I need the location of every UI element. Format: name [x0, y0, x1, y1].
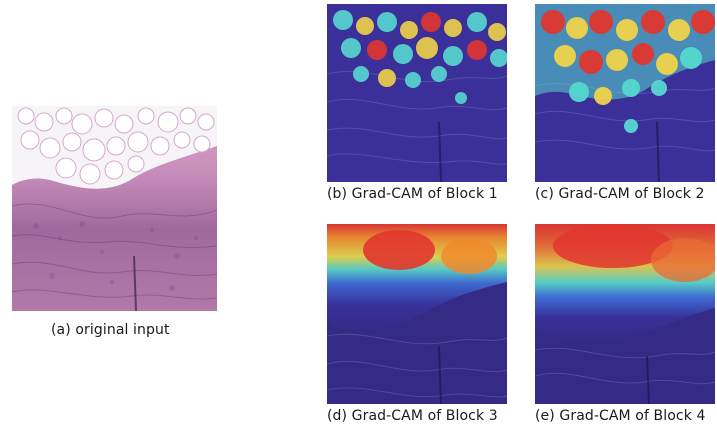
gradcam-block-4	[535, 224, 715, 404]
gradcam-block-1	[327, 4, 507, 182]
panel-block-1	[327, 4, 507, 182]
panel-block-2	[535, 4, 715, 182]
panel-original-input	[12, 106, 217, 311]
caption-e: (e) Grad-CAM of Block 4	[535, 408, 706, 424]
panel-block-3	[327, 224, 507, 404]
caption-d: (d) Grad-CAM of Block 3	[327, 408, 498, 424]
gradcam-block-2	[535, 4, 715, 182]
caption-b: (b) Grad-CAM of Block 1	[327, 186, 498, 202]
caption-a: (a) original input	[51, 322, 170, 338]
caption-c: (c) Grad-CAM of Block 2	[535, 186, 705, 202]
tissue-image	[12, 106, 217, 311]
gradcam-block-3	[327, 224, 507, 404]
panel-block-4	[535, 224, 715, 404]
